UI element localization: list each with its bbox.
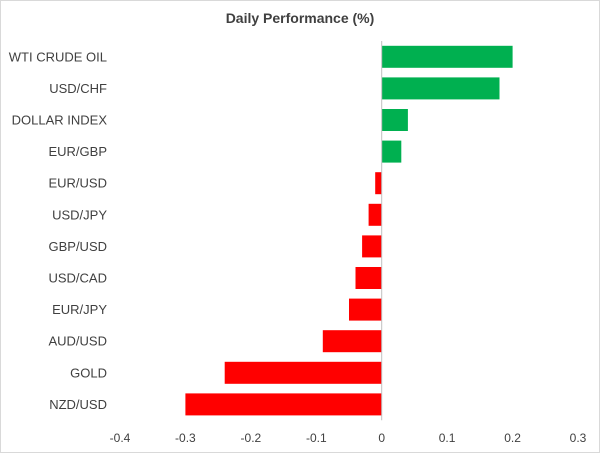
category-label: USD/CHF [49,81,107,96]
category-label: GOLD [70,365,107,380]
category-label: WTI CRUDE OIL [9,49,107,64]
bar-gbp-usd [362,235,382,258]
bar-aud-usd [322,330,382,353]
x-tick-label: -0.1 [306,431,327,445]
x-tick-label: -0.3 [175,431,196,445]
category-label: EUR/USD [48,176,107,191]
bar-gold [224,361,382,384]
bar-usd-jpy [368,203,382,226]
bar-eur-jpy [349,298,382,321]
x-tick-label: 0.3 [570,431,587,445]
bar-eur-usd [375,172,382,195]
chart-title: Daily Performance (%) [225,10,375,26]
bar-dollar-index [381,109,408,131]
category-label: GBP/USD [48,239,107,254]
category-label: USD/JPY [52,207,107,222]
bar-usd-cad [355,267,382,289]
category-label: DOLLAR INDEX [12,113,108,128]
category-label: AUD/USD [48,334,107,349]
category-label: USD/CAD [48,271,107,286]
x-tick-label: 0.2 [504,431,521,445]
category-label: EUR/GBP [48,144,107,159]
bar-wti-crude-oil [381,45,513,68]
bar-usd-chf [381,77,500,100]
x-tick-label: -0.2 [241,431,262,445]
category-label: EUR/JPY [52,302,107,317]
x-tick-label: -0.4 [110,431,131,445]
x-tick-label: 0 [378,431,385,445]
category-label: NZD/USD [49,397,107,412]
bar-eur-gbp [381,140,402,163]
bar-nzd-usd [185,393,382,416]
x-tick-label: 0.1 [439,431,456,445]
